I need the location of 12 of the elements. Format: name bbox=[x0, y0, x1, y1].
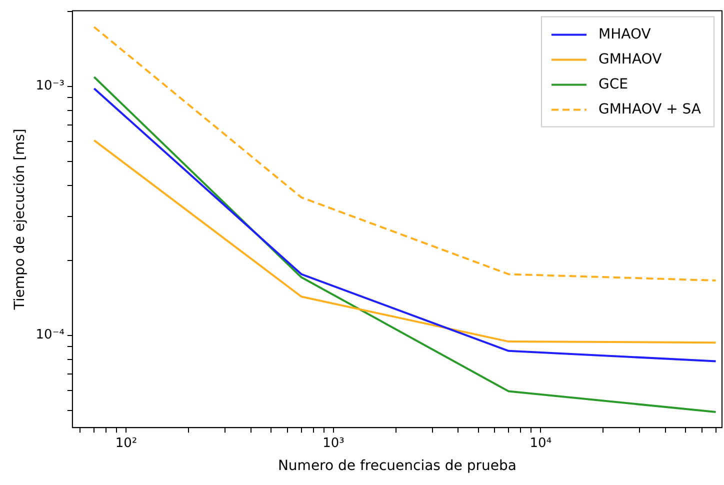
x-tick-label: 10² bbox=[115, 436, 138, 451]
legend-label: MHAOV bbox=[598, 26, 652, 42]
legend-label: GCE bbox=[598, 76, 628, 92]
line-series bbox=[93, 26, 717, 282]
legend-label: GMHAOV + SA bbox=[598, 101, 702, 118]
y-axis-title: Tiempo de ejecución [ms] bbox=[12, 128, 28, 311]
legend-label: GMHAOV bbox=[598, 51, 662, 68]
x-tick-label: 10⁴ bbox=[530, 436, 552, 451]
x-axis-title: Numero de frecuencias de prueba bbox=[278, 458, 516, 474]
y-tick-label: 10⁻⁴ bbox=[36, 328, 64, 343]
y-tick-label: 10⁻³ bbox=[36, 78, 64, 94]
x-tick-label: 10³ bbox=[322, 436, 344, 451]
